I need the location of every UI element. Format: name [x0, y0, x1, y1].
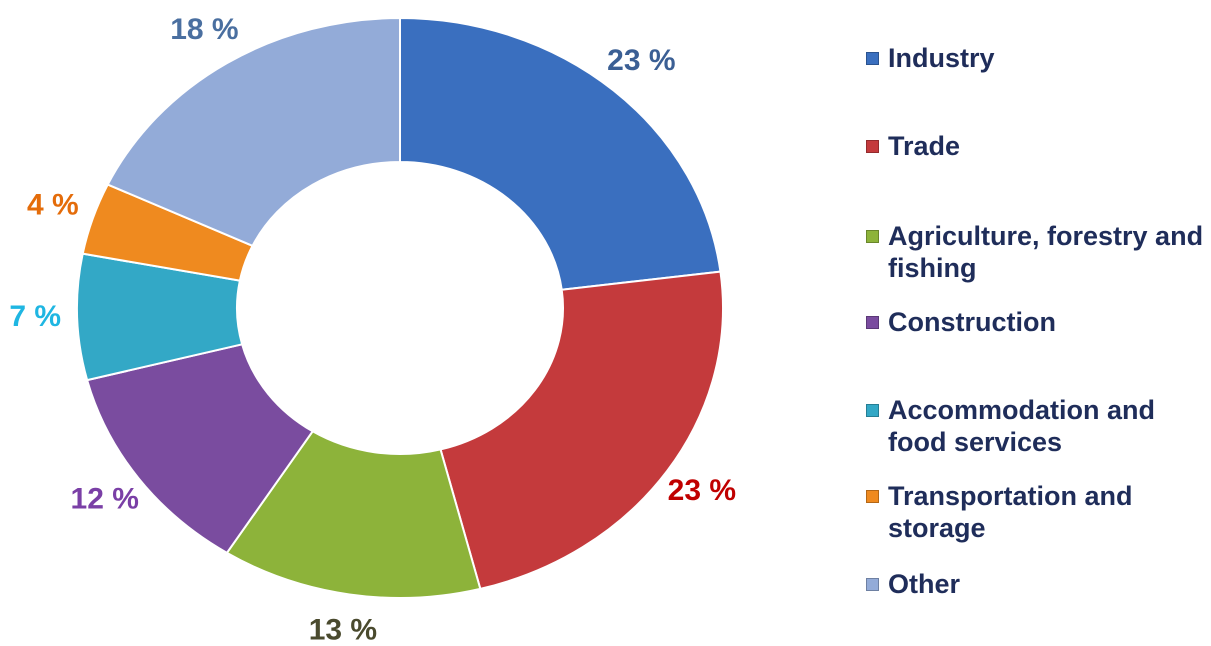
value-label: 23 % [668, 474, 736, 507]
slice [225, 429, 482, 599]
legend-label: Trade [888, 131, 961, 161]
value-label: 13 % [309, 614, 377, 646]
legend-swatch [866, 140, 879, 153]
slice [439, 270, 724, 591]
slice [106, 16, 401, 248]
chart: 23 % 23 % 13 % 12 % 7 % 4 % 18 % [9, 13, 736, 646]
legend-item: Industry [866, 42, 1211, 74]
legend-swatch [866, 578, 879, 591]
value-label: 23 % [607, 44, 675, 77]
legend-swatch [866, 404, 879, 417]
value-label: 4 % [27, 189, 79, 222]
legend-label: Transportation and storage [888, 481, 1133, 543]
legend-item: Agriculture, forestry and fishing [866, 220, 1211, 284]
legend-label: Other [888, 569, 961, 599]
slice [399, 16, 722, 291]
value-label: 7 % [9, 300, 61, 333]
legend-label: Construction [888, 307, 1056, 337]
legend-swatch [866, 316, 879, 329]
legend-item: Accommodation and food services [866, 394, 1211, 458]
legend-swatch [866, 490, 879, 503]
legend-swatch [866, 52, 879, 65]
value-label: 18 % [170, 13, 238, 46]
legend-item: Trade [866, 130, 1211, 162]
legend-swatch [866, 230, 879, 243]
legend-label: Accommodation and food services [888, 395, 1156, 457]
legend-item: Other [866, 568, 1211, 600]
legend-label: Industry [888, 43, 995, 73]
legend-item: Transportation and storage [866, 480, 1211, 544]
legend-item: Construction [866, 306, 1211, 338]
slice [85, 343, 315, 555]
legend-label: Agriculture, forestry and fishing [888, 221, 1204, 283]
value-label: 12 % [71, 483, 139, 516]
